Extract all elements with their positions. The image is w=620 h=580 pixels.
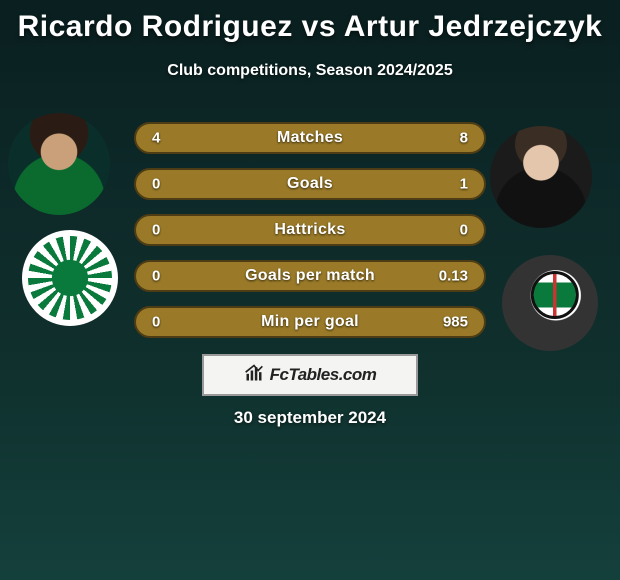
stat-label: Goals per match [245, 267, 375, 285]
stats-panel: 4 Matches 8 0 Goals 1 0 Hattricks 0 0 Go… [134, 122, 486, 352]
stat-label: Goals [287, 175, 333, 193]
stat-left-value: 4 [152, 130, 160, 147]
stat-row-goals-per-match: 0 Goals per match 0.13 [134, 260, 486, 292]
brand-badge: FcTables.com [202, 354, 418, 396]
player-left-avatar [8, 113, 110, 215]
bar-chart-icon [244, 363, 264, 388]
stat-left-value: 0 [152, 176, 160, 193]
stat-left-value: 0 [152, 222, 160, 239]
player-right-avatar [490, 126, 592, 228]
stat-right-value: 0.13 [439, 268, 468, 285]
brand-text: FcTables.com [270, 365, 377, 385]
stat-right-value: 0 [460, 222, 468, 239]
stat-left-value: 0 [152, 314, 160, 331]
stat-row-goals: 0 Goals 1 [134, 168, 486, 200]
stat-label: Matches [277, 129, 343, 147]
club-right-crest [502, 255, 598, 351]
stat-label: Hattricks [274, 221, 345, 239]
stat-label: Min per goal [261, 313, 359, 331]
page-title: Ricardo Rodriguez vs Artur Jedrzejczyk [0, 0, 620, 44]
stat-left-value: 0 [152, 268, 160, 285]
stat-right-value: 985 [443, 314, 468, 331]
date-text: 30 september 2024 [0, 408, 620, 428]
subtitle: Club competitions, Season 2024/2025 [0, 62, 620, 80]
club-left-crest [22, 230, 118, 326]
stat-right-value: 8 [460, 130, 468, 147]
stat-row-hattricks: 0 Hattricks 0 [134, 214, 486, 246]
stat-row-min-per-goal: 0 Min per goal 985 [134, 306, 486, 338]
stat-row-matches: 4 Matches 8 [134, 122, 486, 154]
stat-right-value: 1 [460, 176, 468, 193]
